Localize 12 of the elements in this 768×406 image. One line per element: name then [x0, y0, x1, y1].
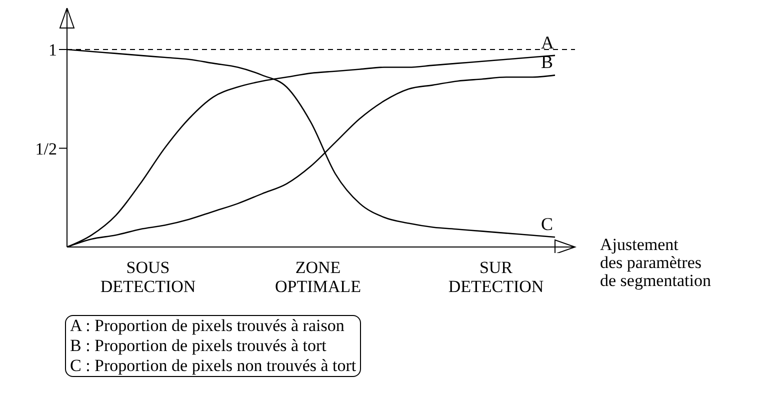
y-tick-label: 1	[48, 40, 57, 60]
text: B : Proportion de pixels trouvés à tort	[70, 336, 328, 356]
series-label: B	[541, 52, 554, 72]
x-axis-title: Ajustement des paramètres de segmentation	[600, 235, 711, 290]
series-label: A	[541, 32, 554, 52]
text: SUR DETECTION	[447, 258, 545, 296]
text: A : Proportion de pixels trouvés à raison	[70, 316, 346, 336]
text: C : Proportion de pixels non trouvés à tort	[70, 356, 356, 376]
series-label: C	[541, 214, 554, 234]
text: SOUS DETECTION	[99, 258, 197, 296]
y-tick-label: 1/2	[35, 139, 57, 158]
text: ZONE OPTIMALE	[274, 258, 362, 296]
